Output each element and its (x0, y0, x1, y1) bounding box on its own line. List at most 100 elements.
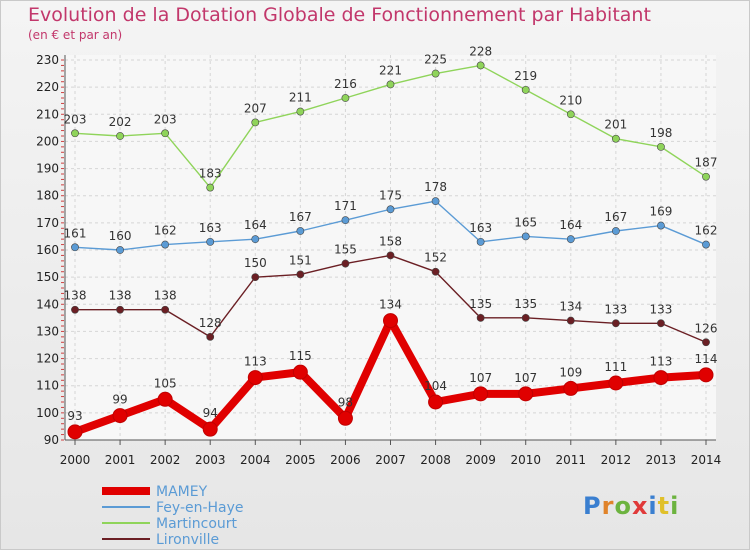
data-label-martincourt: 225 (424, 53, 447, 67)
data-point-fey-en-haye (521, 232, 530, 241)
data-point-martincourt (251, 118, 260, 127)
logo-letter: t (657, 492, 671, 520)
logo-letter: i (670, 492, 680, 520)
data-point-martincourt (161, 129, 170, 138)
y-tick-label: 180 (36, 189, 59, 203)
legend-label-mamey: MAMEY (156, 484, 208, 500)
data-label-mamey: 93 (67, 409, 82, 423)
data-point-martincourt (386, 80, 395, 89)
data-point-mamey (202, 421, 218, 437)
data-label-martincourt: 187 (695, 156, 718, 170)
data-point-lironville (386, 251, 395, 260)
data-label-martincourt: 221 (379, 63, 402, 77)
data-point-martincourt (206, 183, 215, 192)
data-label-lironville: 133 (649, 302, 672, 316)
x-tick-label: 2008 (420, 453, 451, 467)
x-tick-label: 2001 (105, 453, 136, 467)
data-label-fey-en-haye: 167 (289, 210, 312, 224)
data-point-mamey (383, 313, 398, 329)
data-point-martincourt (476, 61, 485, 70)
data-label-martincourt: 203 (64, 112, 87, 126)
data-label-mamey: 109 (559, 365, 582, 379)
data-point-lironville (116, 305, 124, 314)
x-tick-label: 2012 (601, 453, 632, 467)
data-point-mamey (653, 370, 669, 386)
logo-letter: x (631, 492, 649, 520)
data-point-martincourt (431, 69, 440, 78)
data-point-lironville (702, 338, 710, 347)
data-label-fey-en-haye: 167 (604, 210, 627, 224)
data-label-martincourt: 207 (244, 101, 267, 115)
x-tick-label: 2003 (195, 453, 226, 467)
y-tick-label: 170 (36, 216, 59, 230)
data-point-lironville (296, 270, 305, 279)
data-label-lironville: 138 (109, 289, 132, 303)
data-label-martincourt: 203 (154, 112, 177, 126)
proxiti-logo: Proxiti (583, 492, 679, 520)
data-point-martincourt (341, 94, 350, 102)
data-label-lironville: 155 (334, 243, 357, 257)
y-tick-label: 150 (36, 270, 59, 284)
data-point-lironville (611, 319, 620, 328)
data-label-lironville: 133 (604, 302, 627, 316)
y-tick-label: 200 (36, 134, 59, 148)
data-point-lironville (657, 319, 665, 328)
data-label-fey-en-haye: 171 (334, 199, 357, 213)
data-point-mamey (337, 410, 353, 426)
y-tick-label: 90 (44, 433, 59, 447)
logo-letter: o (614, 492, 632, 520)
data-label-martincourt: 183 (199, 167, 222, 181)
data-label-mamey: 107 (469, 371, 492, 385)
data-label-fey-en-haye: 162 (695, 224, 718, 238)
y-tick-label: 120 (36, 352, 59, 366)
data-label-lironville: 135 (469, 297, 492, 311)
data-labels: 161 160 162 163 164 167 171 175 178 163 165 164 167 1… (64, 44, 718, 422)
y-tick-label: 140 (36, 297, 59, 311)
data-point-lironville (431, 267, 440, 276)
data-label-fey-en-haye: 162 (154, 224, 177, 238)
y-tick-label: 190 (36, 162, 59, 176)
data-label-lironville: 134 (559, 300, 582, 314)
data-point-mamey (112, 408, 128, 424)
data-label-mamey: 104 (424, 379, 447, 393)
data-label-martincourt: 202 (109, 115, 132, 129)
data-point-fey-en-haye (341, 216, 350, 225)
logo-letter: r (601, 492, 615, 520)
data-point-mamey (67, 424, 83, 440)
data-label-mamey: 94 (203, 406, 218, 420)
data-point-martincourt (566, 110, 575, 119)
data-point-mamey (563, 380, 579, 396)
legend-label-lironville: Lironville (156, 532, 219, 548)
data-label-lironville: 126 (695, 321, 718, 335)
data-point-fey-en-haye (251, 235, 260, 244)
data-label-fey-en-haye: 164 (244, 218, 267, 232)
data-label-martincourt: 198 (649, 126, 672, 140)
data-label-martincourt: 216 (334, 77, 357, 91)
x-tick-label: 2013 (646, 453, 677, 467)
y-tick-label: 160 (36, 243, 59, 257)
data-label-mamey: 134 (379, 298, 402, 312)
chart-title: Evolution de la Dotation Globale de Fonc… (28, 4, 651, 26)
series-group (67, 61, 714, 440)
data-point-martincourt (702, 172, 710, 181)
data-point-mamey (608, 375, 624, 391)
data-label-lironville: 138 (154, 289, 177, 303)
data-point-fey-en-haye (657, 221, 665, 230)
data-point-fey-en-haye (71, 243, 79, 252)
y-tick-label: 130 (36, 324, 59, 338)
x-tick-label: 2010 (510, 453, 541, 467)
data-point-lironville (476, 313, 485, 322)
y-tick-label: 230 (36, 53, 59, 67)
data-label-fey-en-haye: 163 (469, 221, 492, 235)
data-label-fey-en-haye: 165 (514, 215, 537, 229)
data-point-lironville (206, 332, 215, 341)
y-tick-label: 110 (36, 379, 59, 393)
x-tick-label: 2014 (691, 453, 722, 467)
data-label-martincourt: 211 (289, 91, 312, 105)
data-point-fey-en-haye (116, 246, 124, 254)
data-point-martincourt (296, 107, 305, 116)
data-label-fey-en-haye: 164 (559, 218, 582, 232)
data-point-fey-en-haye (161, 240, 170, 249)
